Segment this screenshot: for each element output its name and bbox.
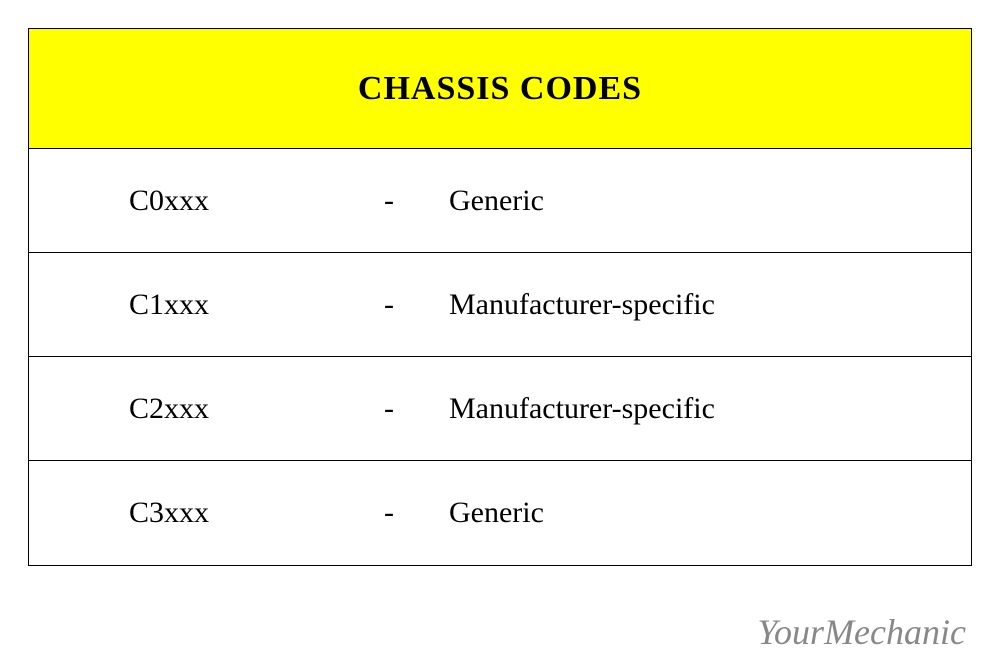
separator-cell: - — [339, 288, 439, 322]
table-row: C3xxx - Generic — [29, 461, 971, 565]
separator-cell: - — [339, 496, 439, 530]
table-title: CHASSIS CODES — [358, 70, 642, 108]
description-cell: Generic — [439, 184, 971, 218]
table-header: CHASSIS CODES — [29, 29, 971, 149]
code-cell: C1xxx — [29, 288, 339, 322]
description-cell: Manufacturer-specific — [439, 288, 971, 322]
separator-cell: - — [339, 184, 439, 218]
chassis-codes-table: CHASSIS CODES C0xxx - Generic C1xxx - Ma… — [28, 28, 972, 566]
watermark-text: YourMechanic — [757, 611, 966, 653]
code-cell: C2xxx — [29, 392, 339, 426]
description-cell: Manufacturer-specific — [439, 392, 971, 426]
table-row: C2xxx - Manufacturer-specific — [29, 357, 971, 461]
table-row: C0xxx - Generic — [29, 149, 971, 253]
description-cell: Generic — [439, 496, 971, 530]
table-row: C1xxx - Manufacturer-specific — [29, 253, 971, 357]
separator-cell: - — [339, 392, 439, 426]
code-cell: C3xxx — [29, 496, 339, 530]
code-cell: C0xxx — [29, 184, 339, 218]
